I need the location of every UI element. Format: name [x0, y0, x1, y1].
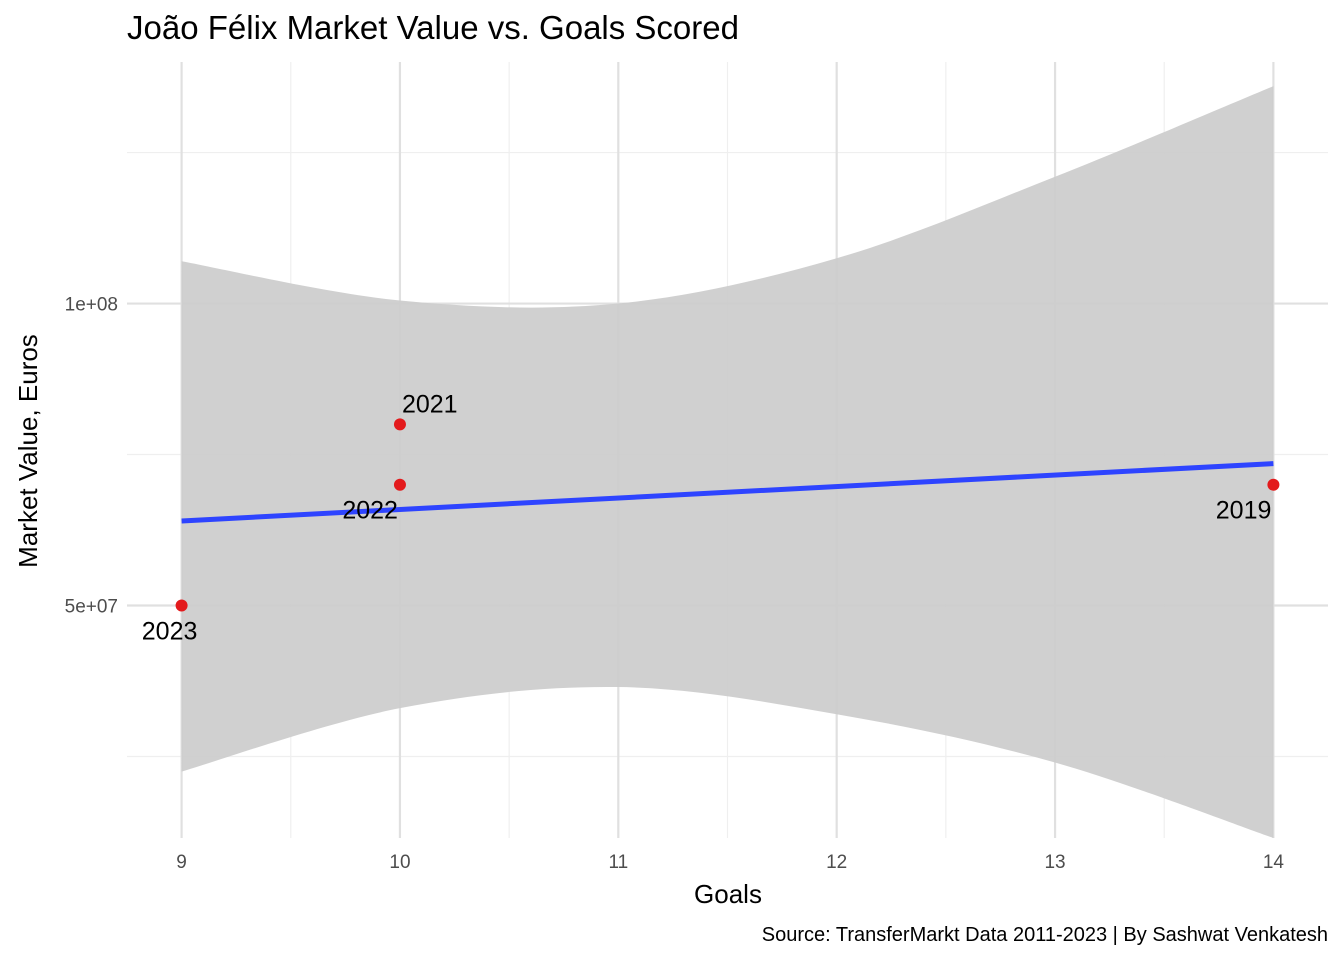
y-axis-ticks: 5e+07 1e+08 — [65, 295, 118, 618]
data-point — [393, 418, 406, 431]
regression-line — [181, 461, 1274, 524]
fit-line-group — [181, 461, 1274, 524]
data-point — [175, 599, 188, 612]
x-axis-title: Goals — [694, 879, 762, 909]
point-label: 2023 — [142, 618, 198, 646]
y-tick-label: 5e+07 — [65, 597, 118, 618]
point-label: 2021 — [402, 390, 458, 418]
data-points — [175, 418, 1280, 612]
x-axis-ticks: 9 10 11 12 13 14 — [176, 852, 1284, 873]
y-tick-label: 1e+08 — [65, 295, 118, 316]
point-labels: 2023 2021 2022 2019 — [142, 390, 1272, 645]
y-axis-title: Market Value, Euros — [13, 334, 43, 568]
chart-title: João Félix Market Value vs. Goals Scored — [127, 9, 739, 46]
x-tick-label: 12 — [826, 852, 847, 873]
x-tick-label: 14 — [1263, 852, 1285, 873]
point-label: 2022 — [342, 497, 398, 525]
chart-caption: Source: TransferMarkt Data 2011-2023 | B… — [762, 924, 1328, 946]
x-tick-label: 11 — [608, 852, 628, 873]
data-point — [1267, 478, 1280, 491]
point-label: 2019 — [1216, 497, 1272, 525]
confidence-band-group — [181, 86, 1274, 838]
x-tick-label: 9 — [176, 852, 187, 873]
confidence-band — [181, 86, 1274, 838]
x-tick-label: 10 — [389, 852, 410, 873]
data-point — [393, 478, 406, 491]
x-tick-label: 13 — [1044, 852, 1065, 873]
